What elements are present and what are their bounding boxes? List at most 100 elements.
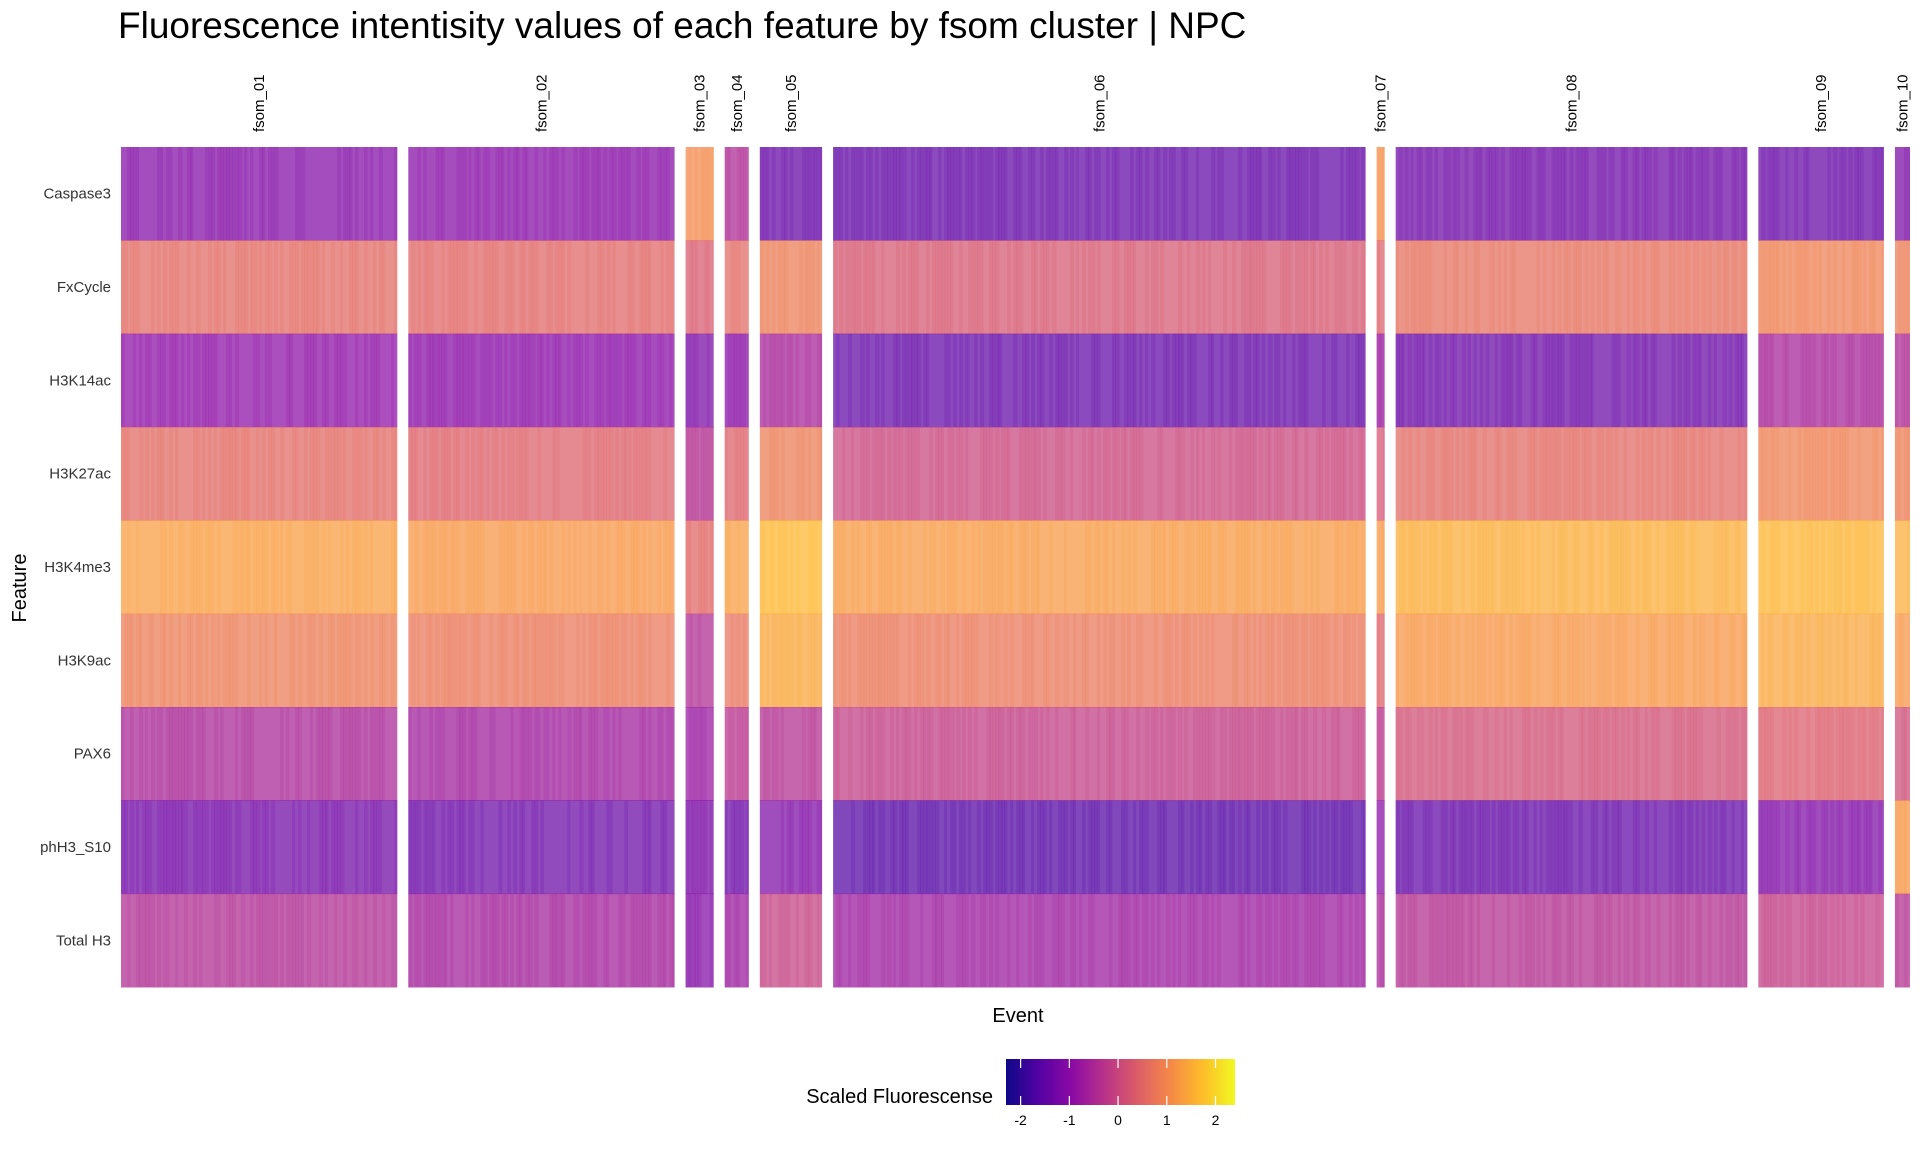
event-stripe	[340, 240, 343, 334]
event-stripe	[733, 893, 738, 987]
heatmap-cell	[833, 427, 1366, 521]
event-stripe	[441, 613, 446, 707]
event-stripe	[1608, 520, 1613, 614]
event-stripe	[127, 520, 131, 614]
event-stripe	[1133, 333, 1137, 427]
event-stripe	[1211, 893, 1215, 987]
event-stripe	[121, 707, 125, 801]
event-stripe	[1343, 800, 1347, 894]
event-stripe	[1653, 800, 1657, 894]
event-stripe	[1181, 800, 1185, 894]
event-stripe	[561, 893, 566, 987]
event-stripe	[688, 333, 692, 427]
event-stripe	[685, 520, 690, 614]
event-stripe	[1605, 800, 1609, 894]
event-stripe	[253, 240, 258, 334]
event-stripe	[133, 333, 136, 427]
event-stripe	[555, 147, 559, 241]
event-stripe	[1563, 800, 1568, 894]
event-stripe	[1109, 800, 1113, 894]
event-stripe	[1671, 427, 1676, 521]
event-stripe	[414, 800, 418, 894]
event-stripe	[1806, 147, 1810, 241]
event-stripe	[959, 800, 963, 894]
event-stripe	[1295, 613, 1300, 707]
event-stripe	[1545, 427, 1549, 521]
event-stripe	[1614, 707, 1619, 801]
event-stripe	[932, 800, 936, 894]
event-stripe	[220, 800, 225, 894]
event-stripe	[866, 147, 870, 241]
event-stripe	[543, 613, 547, 707]
event-stripe	[911, 240, 915, 334]
event-stripe	[513, 613, 518, 707]
event-stripe	[1151, 333, 1156, 427]
event-stripe	[1806, 427, 1810, 521]
event-stripe	[648, 333, 652, 427]
event-stripe	[1746, 800, 1748, 894]
event-stripe	[1133, 520, 1138, 614]
event-stripe	[941, 520, 946, 614]
event-stripe	[630, 240, 635, 334]
event-stripe	[549, 613, 553, 707]
event-stripe	[1488, 240, 1492, 334]
event-stripe	[226, 893, 231, 987]
event-stripe	[1686, 800, 1691, 894]
event-stripe	[742, 427, 747, 521]
event-stripe	[307, 520, 311, 614]
event-stripe	[1470, 893, 1474, 987]
event-stripe	[905, 707, 909, 801]
event-stripe	[1641, 333, 1646, 427]
event-stripe	[456, 520, 461, 614]
event-stripe	[1821, 520, 1826, 614]
event-stripe	[1821, 333, 1826, 427]
event-stripe	[594, 893, 598, 987]
event-stripe	[1361, 800, 1365, 894]
event-stripe	[328, 613, 333, 707]
event-stripe	[1806, 800, 1811, 894]
event-stripe	[504, 240, 509, 334]
colorbar-legend: Scaled Fluorescense -2 -1 0 1 2	[806, 1059, 1235, 1128]
event-stripe	[1208, 707, 1211, 801]
event-stripe	[926, 800, 930, 894]
event-stripe	[813, 520, 818, 614]
event-stripe	[510, 707, 514, 801]
event-stripe	[567, 333, 571, 427]
event-stripe	[468, 333, 472, 427]
event-stripe	[1428, 333, 1433, 427]
event-stripe	[863, 893, 868, 987]
event-stripe	[1797, 800, 1802, 894]
event-stripe	[1869, 333, 1873, 427]
event-stripe	[555, 333, 560, 427]
event-stripe	[151, 893, 156, 987]
event-stripe	[1313, 893, 1317, 987]
event-stripe	[986, 800, 990, 894]
event-stripe	[1476, 147, 1481, 241]
event-stripe	[1671, 147, 1676, 241]
event-stripe	[256, 333, 261, 427]
event-stripe	[697, 707, 702, 801]
colorbar-ticks: -2 -1 0 1 2	[1014, 1059, 1220, 1128]
event-stripe	[1253, 427, 1257, 521]
event-stripe	[1560, 147, 1565, 241]
event-stripe	[1875, 333, 1880, 427]
event-stripe	[1818, 707, 1822, 801]
event-stripe	[379, 800, 382, 894]
event-stripe	[1596, 893, 1601, 987]
heatmap-cell	[1395, 707, 1748, 801]
event-stripe	[1509, 427, 1514, 521]
event-stripe	[268, 333, 273, 427]
heatmap-cell	[759, 147, 823, 241]
event-stripe	[1548, 800, 1552, 894]
event-stripe	[1166, 333, 1170, 427]
event-stripe	[1455, 147, 1461, 241]
event-stripe	[453, 240, 458, 334]
event-stripe	[235, 333, 239, 427]
event-stripe	[1599, 520, 1604, 614]
event-stripe	[863, 240, 867, 334]
event-stripe	[531, 613, 536, 707]
event-stripe	[1319, 800, 1324, 894]
event-stripe	[1695, 707, 1699, 801]
event-stripe	[633, 427, 637, 521]
event-stripe	[908, 427, 912, 521]
